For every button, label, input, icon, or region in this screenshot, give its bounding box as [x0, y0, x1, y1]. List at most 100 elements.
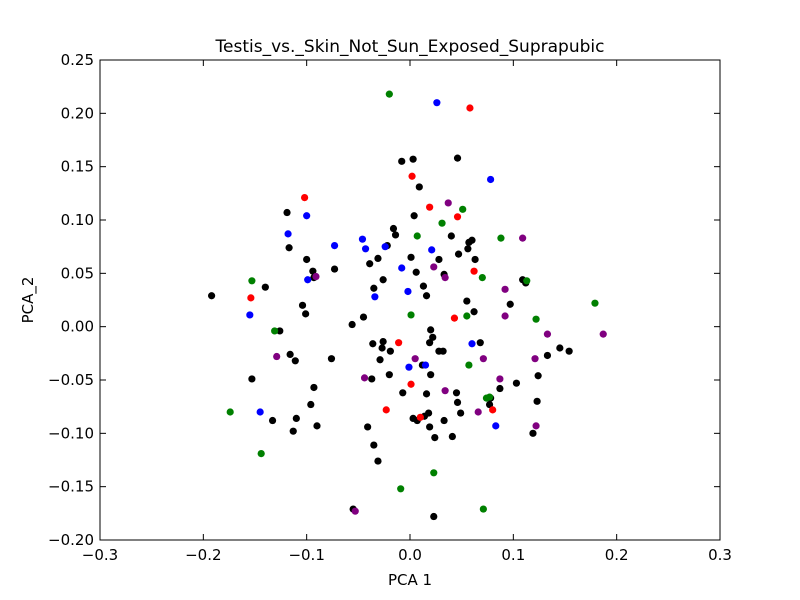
data-point	[313, 422, 321, 430]
data-point	[389, 224, 398, 233]
data-point	[379, 276, 387, 284]
data-point	[411, 355, 419, 363]
data-point	[453, 398, 462, 406]
data-point	[271, 327, 279, 335]
data-points-layer	[208, 90, 607, 521]
data-point	[457, 409, 465, 417]
data-point	[450, 314, 459, 322]
data-point	[303, 255, 311, 264]
data-point	[454, 250, 463, 258]
data-point	[478, 274, 486, 282]
data-point	[534, 372, 542, 380]
y-tick-label: −0.15	[48, 478, 94, 496]
data-point	[285, 244, 293, 252]
data-point	[364, 423, 372, 431]
data-point	[471, 255, 479, 264]
data-point	[385, 90, 393, 98]
data-point	[599, 330, 607, 338]
data-point	[430, 263, 438, 271]
data-point	[565, 347, 573, 355]
data-point	[416, 413, 424, 421]
data-point	[529, 429, 537, 437]
x-tick-label: −0.2	[185, 546, 221, 564]
data-point	[426, 203, 434, 211]
x-tick-label: −0.1	[288, 546, 324, 564]
data-point	[408, 172, 416, 180]
data-point	[246, 311, 254, 319]
data-point	[497, 234, 505, 242]
data-point	[398, 157, 406, 165]
data-point	[307, 400, 315, 409]
data-point	[248, 277, 256, 285]
data-point	[591, 299, 599, 307]
data-point	[439, 347, 447, 355]
data-point	[407, 253, 415, 261]
data-point	[464, 245, 472, 253]
data-point	[438, 219, 446, 227]
x-tick-label: 0.1	[501, 546, 525, 564]
data-point	[531, 355, 539, 363]
data-point	[405, 363, 413, 371]
data-point	[448, 432, 456, 441]
data-point	[465, 361, 473, 369]
data-point	[476, 339, 484, 347]
y-tick-label: 0.25	[61, 51, 94, 69]
data-point	[385, 371, 393, 379]
data-point	[330, 265, 339, 273]
data-point	[468, 340, 476, 348]
data-point	[386, 347, 394, 355]
data-point	[283, 208, 291, 217]
data-point	[291, 357, 299, 365]
data-point	[532, 315, 540, 323]
data-point	[276, 327, 284, 335]
data-point	[399, 389, 407, 397]
data-point	[543, 330, 552, 338]
data-point	[519, 234, 527, 242]
data-point	[374, 254, 382, 262]
data-point	[301, 194, 309, 202]
data-point	[376, 356, 384, 364]
data-point	[431, 434, 439, 442]
data-point	[395, 339, 403, 347]
y-axis-label: PCA_2	[19, 277, 38, 324]
data-point	[369, 340, 377, 348]
data-point	[261, 283, 269, 291]
data-point	[298, 301, 307, 309]
y-tick-label: 0.00	[61, 318, 94, 336]
data-point	[487, 175, 495, 184]
data-point	[370, 284, 378, 292]
data-point	[289, 427, 297, 435]
data-point	[361, 245, 370, 253]
data-point	[470, 308, 478, 316]
data-point	[304, 276, 312, 284]
data-point	[422, 390, 431, 398]
data-point	[378, 344, 386, 352]
data-point	[543, 351, 552, 360]
data-point	[501, 312, 509, 320]
data-point	[348, 320, 356, 329]
data-point	[453, 213, 462, 221]
data-point	[427, 326, 435, 334]
data-point	[360, 374, 369, 382]
data-point	[532, 422, 540, 430]
data-point	[410, 212, 418, 220]
data-point	[370, 441, 378, 449]
data-point	[330, 242, 339, 250]
x-tick-label: 0.0	[398, 546, 422, 564]
data-point	[453, 154, 462, 162]
data-point	[422, 292, 431, 300]
data-point	[257, 450, 265, 458]
data-point	[398, 264, 406, 272]
data-point	[302, 310, 310, 318]
data-point	[501, 285, 509, 293]
chart-title: Testis_vs._Skin_Not_Sun_Exposed_Suprapub…	[215, 37, 605, 57]
data-point	[452, 389, 461, 397]
data-point	[430, 469, 438, 477]
data-point	[359, 313, 368, 321]
data-point	[366, 260, 374, 268]
y-axis: −0.20 −0.15 −0.10 −0.05 0.00 0.05 0.10 0.15 0.20…	[48, 51, 720, 549]
data-point	[496, 384, 504, 393]
data-point	[256, 408, 264, 416]
data-point	[440, 416, 448, 425]
